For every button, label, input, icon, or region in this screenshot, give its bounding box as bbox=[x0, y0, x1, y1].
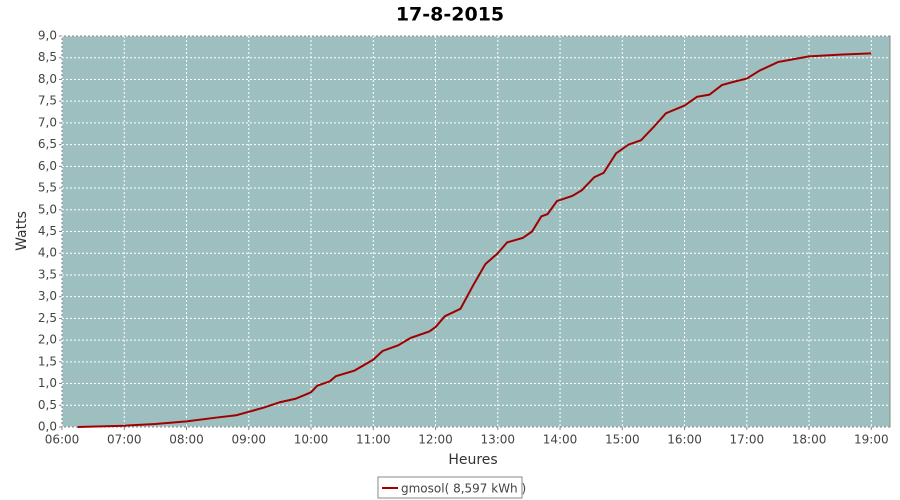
x-tick-label: 10:00 bbox=[294, 433, 329, 447]
x-tick-label: 13:00 bbox=[480, 433, 515, 447]
y-tick-label: 8,5 bbox=[38, 50, 57, 64]
y-tick-label: 4,0 bbox=[38, 246, 57, 260]
y-tick-label: 3,0 bbox=[38, 289, 57, 303]
y-tick-label: 7,5 bbox=[38, 94, 57, 108]
data-line bbox=[77, 52, 872, 428]
chart-title: 17-8-2015 bbox=[396, 4, 504, 26]
x-tick-label: 06:00 bbox=[45, 433, 80, 447]
y-axis-title: Watts bbox=[14, 211, 30, 251]
x-tick-label: 12:00 bbox=[418, 433, 453, 447]
x-tick-label: 17:00 bbox=[730, 433, 765, 447]
y-tick-label: 2,5 bbox=[38, 311, 57, 325]
y-tick-label: 6,0 bbox=[38, 159, 57, 173]
y-tick-label: 0,0 bbox=[38, 420, 57, 434]
x-tick-label: 08:00 bbox=[169, 433, 204, 447]
legend-label: gmosol( 8,597 kWh ) bbox=[401, 482, 526, 496]
y-tick-label: 7,0 bbox=[38, 115, 57, 129]
x-tick-label: 18:00 bbox=[792, 433, 827, 447]
y-tick-label: 4,5 bbox=[38, 224, 57, 238]
x-tick-label: 07:00 bbox=[107, 433, 142, 447]
y-tick-label: 5,5 bbox=[38, 181, 57, 195]
x-tick-label: 14:00 bbox=[543, 433, 578, 447]
x-axis-title: Heures bbox=[448, 452, 497, 468]
y-tick-label: 1,0 bbox=[38, 376, 57, 390]
x-tick-label: 16:00 bbox=[667, 433, 702, 447]
y-tick-label: 9,0 bbox=[38, 29, 57, 43]
y-tick-label: 0,5 bbox=[38, 398, 57, 412]
y-tick-label: 2,0 bbox=[38, 333, 57, 347]
y-tick-label: 5,0 bbox=[38, 202, 57, 216]
legend bbox=[377, 476, 523, 499]
x-tick-label: 15:00 bbox=[605, 433, 640, 447]
x-tick-label: 19:00 bbox=[854, 433, 889, 447]
y-tick-label: 1,5 bbox=[38, 354, 57, 368]
y-tick-label: 8,0 bbox=[38, 72, 57, 86]
y-tick-label: 3,5 bbox=[38, 267, 57, 281]
x-tick-label: 11:00 bbox=[356, 433, 391, 447]
y-tick-label: 6,5 bbox=[38, 137, 57, 151]
x-tick-label: 09:00 bbox=[231, 433, 266, 447]
